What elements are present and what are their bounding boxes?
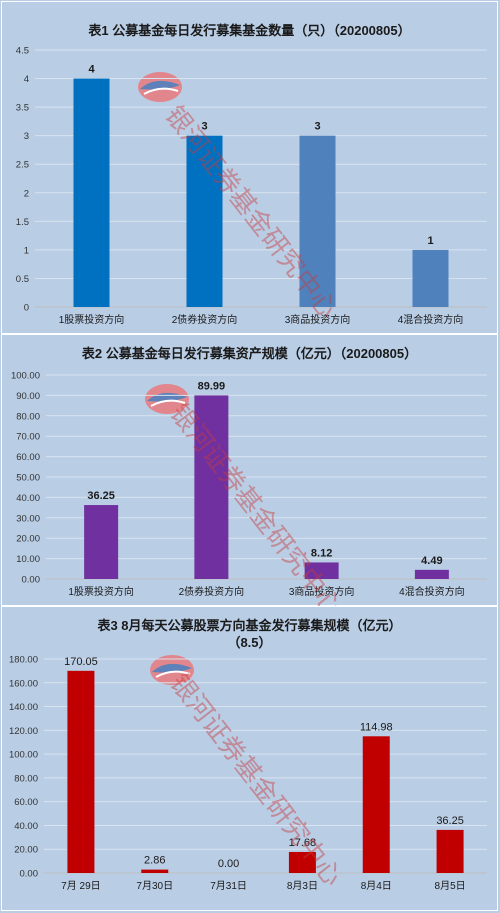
chart-2-bar (304, 562, 339, 579)
chart-1-ytick-label: 0 (24, 303, 29, 314)
chart-1-data-label: 4 (88, 64, 95, 76)
chart-2-data-label: 36.25 (87, 490, 115, 502)
chart-1-data-label: 3 (314, 121, 320, 133)
chart-2-data-label: 4.49 (421, 555, 442, 567)
chart-2-ytick-label: 50.00 (16, 473, 40, 484)
chart-1-ytick-label: 2.5 (16, 160, 29, 171)
chart-3-svg: 0.00 20.00 40.00 60.00 80.00 100.00 120.00 140.… (9, 655, 487, 892)
chart-1-bar (412, 249, 449, 307)
chart-3-ytick-label: 80.00 (14, 773, 38, 784)
chart-3-ytick-label: 0.00 (20, 869, 39, 880)
chart-3-ytick-label: 120.00 (9, 726, 38, 737)
chart-1-title: 表1 公募基金每日发行募集基金数量（只）（20200805） (88, 23, 411, 38)
chart-2-ytick-label: 0.00 (22, 575, 41, 586)
chart-1-category-label: 4混合投资方向 (398, 313, 464, 326)
chart-2-ytick-label: 30.00 (16, 513, 40, 524)
chart-1-ytick-label: 2 (24, 188, 29, 199)
chart-3-category-label: 8月3日 (287, 880, 318, 892)
chart-1-ytick-label: 4 (24, 74, 29, 85)
chart-1-data-label: 3 (201, 121, 207, 133)
chart-2-ytick-label: 70.00 (16, 432, 40, 443)
chart-2-data-label: 8.12 (311, 547, 332, 559)
chart-1-bar (73, 78, 110, 307)
chart-1-ytick-label: 1.5 (16, 217, 29, 228)
chart-3-category-label: 8月4日 (361, 880, 392, 892)
chart-2-bar (84, 505, 119, 579)
chart-1-ytick-label: 4.5 (16, 46, 29, 57)
chart-2-svg: 0.00 10.00 20.00 30.00 40.00 50.00 60.00 70.00 8… (11, 371, 487, 598)
chart-2-category-label: 1股票投资方向 (68, 585, 134, 598)
chart-3-bar (288, 851, 316, 873)
chart-3-data-label: 36.25 (436, 815, 464, 827)
chart-panel-3: 表3 8月每天公募股票方向基金发行募集规模（亿元） （8.5） 0.00 20.0… (1, 606, 498, 911)
chart-3-category-label: 7月31日 (210, 880, 247, 892)
chart-2-ytick-label: 80.00 (16, 411, 40, 422)
chart-2-category-label: 3商品投资方向 (289, 585, 355, 598)
chart-1-svg: 0 0.5 1 1.5 2 2.5 3 3.5 4 4.5 4 1股票投资方向 3 2债券投资方向 3 3商品… (16, 46, 487, 326)
chart-3-data-label: 17.68 (289, 837, 317, 849)
chart-3-category-label: 7月30日 (136, 880, 173, 892)
chart-3-ytick-label: 40.00 (14, 821, 38, 832)
chart-1-ytick-label: 3 (24, 131, 29, 142)
chart-2-category-label: 2债券投资方向 (179, 585, 245, 598)
chart-panel-1: 表1 公募基金每日发行募集基金数量（只）（20200805） 0 0.5 1 1.5 2… (1, 1, 498, 334)
chart-1-ytick-label: 3.5 (16, 103, 29, 114)
chart-1-data-label: 1 (427, 235, 433, 247)
chart-2-ytick-label: 60.00 (16, 452, 40, 463)
chart-3-data-label: 114.98 (360, 721, 393, 733)
chart-1-bar (186, 135, 223, 307)
chart-3-data-label: 2.86 (144, 855, 165, 867)
chart-3-title: 表3 8月每天公募股票方向基金发行募集规模（亿元） (97, 618, 402, 633)
chart-3-ytick-label: 140.00 (9, 702, 38, 713)
chart-2-data-label: 89.99 (198, 380, 226, 392)
chart-3-bar (436, 829, 464, 873)
chart-3-bar (362, 736, 390, 873)
chart-3-bar (141, 869, 169, 873)
chart-3-ytick-label: 160.00 (9, 678, 38, 689)
chart-3-ytick-label: 100.00 (9, 750, 38, 761)
chart-2-ytick-label: 10.00 (16, 554, 40, 565)
chart-3-category-label: 8月5日 (435, 880, 466, 892)
chart-3-ytick-label: 60.00 (14, 797, 38, 808)
chart-1-logo-icon (138, 72, 182, 102)
chart-1-category-label: 2债券投资方向 (172, 313, 238, 326)
chart-2-ytick-label: 100.00 (11, 371, 40, 382)
chart-2-ytick-label: 90.00 (16, 391, 40, 402)
chart-1-ytick-label: 0.5 (16, 274, 29, 285)
chart-2-category-label: 4混合投资方向 (399, 585, 465, 598)
chart-3-ytick-label: 20.00 (14, 845, 38, 856)
chart-3-ytick-label: 180.00 (9, 655, 38, 666)
chart-3-data-label: 170.05 (64, 656, 98, 668)
chart-3-subtitle: （8.5） (227, 635, 272, 650)
chart-2-bar (194, 395, 229, 579)
chart-panel-2: 表2 公募基金每日发行募集资产规模（亿元）（20200805） 0.00 10.0… (1, 334, 498, 622)
chart-1-bar (299, 135, 336, 307)
chart-1-category-label: 3商品投资方向 (285, 313, 351, 326)
chart-3-category-label: 7月 29日 (61, 880, 100, 892)
chart-2-title: 表2 公募基金每日发行募集资产规模（亿元）（20200805） (81, 346, 418, 361)
chart-1-ytick-label: 1 (24, 245, 29, 256)
chart-2-ytick-label: 40.00 (16, 493, 40, 504)
chart-3-logo-icon (150, 655, 194, 685)
chart-2-ytick-label: 20.00 (16, 534, 40, 545)
chart-2-bar (414, 569, 449, 579)
chart-3-bar (67, 670, 95, 873)
chart-3-data-label: 0.00 (218, 858, 239, 870)
chart-1-category-label: 1股票投资方向 (59, 313, 125, 326)
